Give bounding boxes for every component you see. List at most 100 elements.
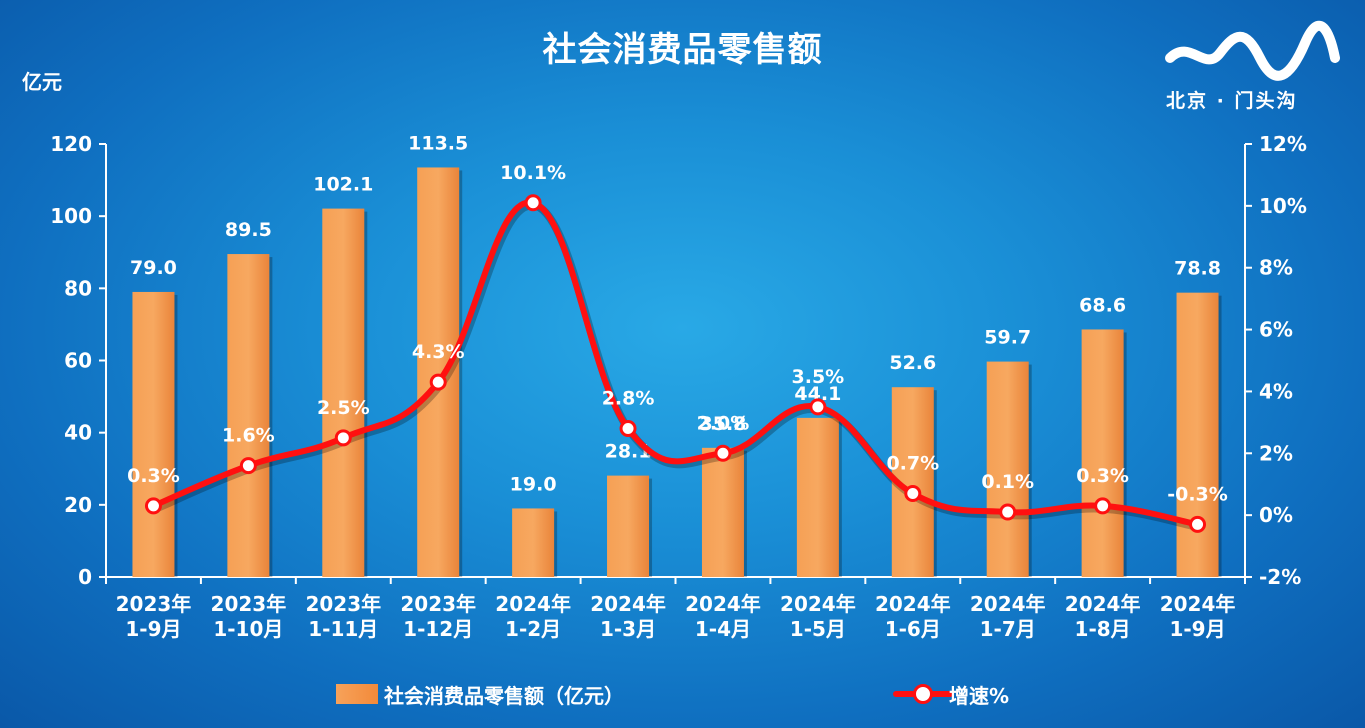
left-tick-label: 40: [64, 421, 92, 445]
x-category-label-line: 2024年: [590, 592, 666, 616]
x-category-label-line: 2023年: [400, 592, 476, 616]
growth-value-label: 3.5%: [792, 366, 845, 388]
growth-point: [524, 194, 542, 212]
right-tick-label: -2%: [1259, 565, 1301, 589]
x-category-label-line: 1-5月: [790, 617, 846, 641]
x-category-label: 2024年 1-3月: [590, 592, 666, 641]
x-category-label: 2023年 1-12月: [400, 592, 476, 641]
right-tick-label: 2%: [1259, 441, 1293, 465]
legend-line-marker-icon: [913, 684, 933, 704]
bar-value-label: 68.6: [1079, 294, 1126, 316]
right-tick-label: 10%: [1259, 194, 1307, 218]
growth-value-label: 10.1%: [500, 162, 566, 184]
bar: [227, 254, 270, 577]
growth-point: [429, 373, 447, 391]
x-category-label-line: 1-6月: [885, 617, 941, 641]
logo-text: 北京 · 门头沟: [1166, 90, 1298, 112]
x-category-label-line: 2023年: [305, 592, 381, 616]
x-category-label: 2024年 1-4月: [685, 592, 761, 641]
growth-value-label: 0.3%: [127, 465, 180, 487]
left-tick-label: 80: [64, 276, 92, 300]
bar: [417, 167, 460, 577]
growth-point: [809, 398, 827, 416]
growth-value-label: 2.0%: [697, 412, 750, 434]
x-category-label: 2024年 1-7月: [970, 592, 1046, 641]
legend-line-label: 增速%: [949, 684, 1010, 708]
x-category-label: 2024年 1-9月: [1160, 592, 1236, 641]
growth-value-label: 1.6%: [222, 425, 275, 447]
growth-value-label: 2.8%: [602, 388, 655, 410]
right-tick-label: 0%: [1259, 503, 1293, 527]
bar-value-label: 52.6: [889, 352, 936, 374]
growth-value-label: 2.5%: [317, 397, 370, 419]
growth-line: [152, 199, 1199, 528]
x-category-label-line: 1-7月: [980, 617, 1036, 641]
x-category-label-line: 2024年: [780, 592, 856, 616]
x-category-label-line: 1-9月: [1169, 617, 1225, 641]
x-category-label: 2023年 1-10月: [211, 592, 287, 641]
x-category-label-line: 2023年: [116, 592, 192, 616]
x-category-label-line: 2024年: [970, 592, 1046, 616]
bar: [607, 475, 650, 577]
bar-value-label: 35.8: [700, 413, 747, 435]
x-category-label-line: 2024年: [1160, 592, 1236, 616]
bar: [322, 208, 365, 577]
bar-value-label: 59.7: [984, 327, 1031, 349]
bar: [512, 508, 555, 577]
bar: [701, 447, 744, 577]
logo-wave-icon: [1165, 20, 1340, 81]
right-tick-label: 4%: [1259, 379, 1293, 403]
growth-point: [239, 457, 257, 475]
left-axis-unit-label: 亿元: [22, 70, 62, 94]
growth-point: [999, 503, 1017, 521]
right-tick-label: 12%: [1259, 132, 1307, 156]
growth-value-label: 0.1%: [981, 471, 1034, 493]
legend-bar-swatch: [336, 684, 378, 704]
bar-value-label: 19.0: [510, 473, 557, 495]
bar: [796, 417, 839, 577]
legend-bar-label: 社会消费品零售额（亿元）: [384, 684, 624, 708]
x-category-label-line: 1-3月: [600, 617, 656, 641]
growth-value-label: 0.7%: [886, 452, 939, 474]
right-tick-label: 8%: [1259, 256, 1293, 280]
left-tick-label: 20: [64, 493, 92, 517]
x-category-label-line: 1-9月: [125, 617, 181, 641]
growth-value-label: -0.3%: [1167, 483, 1228, 505]
x-category-label: 2024年 1-5月: [780, 592, 856, 641]
growth-value-label: 4.3%: [412, 341, 465, 363]
x-category-label: 2024年 1-8月: [1065, 592, 1141, 641]
growth-point: [714, 444, 732, 462]
growth-point: [619, 420, 637, 438]
growth-point: [1094, 497, 1112, 515]
x-category-label-line: 2024年: [685, 592, 761, 616]
bar: [1081, 329, 1124, 577]
left-tick-label: 100: [50, 204, 92, 228]
left-tick-label: 0: [78, 565, 92, 589]
x-category-label-line: 2023年: [211, 592, 287, 616]
x-category-label-line: 1-8月: [1075, 617, 1131, 641]
x-category-label-line: 2024年: [1065, 592, 1141, 616]
left-tick-label: 120: [50, 132, 92, 156]
chart-title: 社会消费品零售额: [542, 30, 823, 70]
x-category-label-line: 1-10月: [213, 617, 283, 641]
left-tick-label: 60: [64, 349, 92, 373]
bar: [1176, 292, 1219, 577]
x-category-label-line: 1-12月: [403, 617, 473, 641]
x-category-label-line: 2024年: [875, 592, 951, 616]
growth-point: [904, 484, 922, 502]
bar-value-label: 44.1: [794, 383, 841, 405]
growth-point: [144, 497, 162, 515]
x-category-label-line: 2024年: [495, 592, 571, 616]
bar-value-label: 113.5: [408, 132, 468, 154]
x-category-label-line: 1-4月: [695, 617, 751, 641]
bar: [132, 291, 175, 577]
x-category-label-line: 1-11月: [308, 617, 378, 641]
x-category-label: 2023年 1-11月: [305, 592, 381, 641]
bar-value-label: 89.5: [225, 219, 272, 241]
x-category-label-line: 1-2月: [505, 617, 561, 641]
growth-point: [1189, 515, 1207, 533]
bar-value-label: 78.8: [1174, 258, 1221, 280]
x-category-label: 2024年 1-6月: [875, 592, 951, 641]
